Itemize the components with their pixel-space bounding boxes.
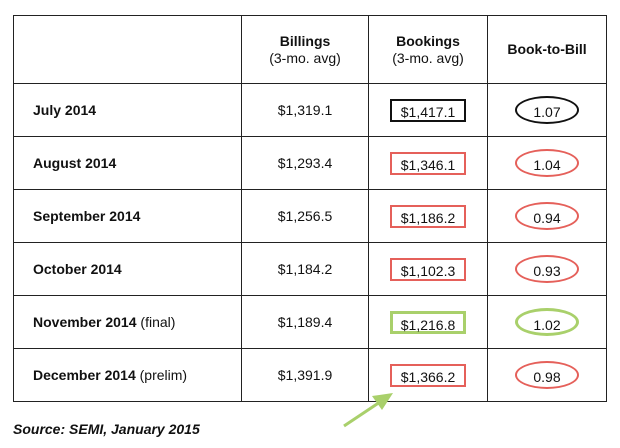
- month-cell: July 2014: [13, 83, 242, 137]
- book-to-bill-cell: 1.02: [487, 295, 607, 349]
- header-book-to-bill-label: Book-to-Bill: [507, 41, 587, 57]
- header-empty-cell: [13, 15, 242, 84]
- header-billings-sublabel: (3-mo. avg): [269, 49, 341, 66]
- header-billings: Billings (3-mo. avg): [241, 15, 369, 84]
- bookings-highlight-box: $1,417.1: [390, 98, 466, 122]
- header-billings-label: Billings: [279, 32, 331, 49]
- book-to-bill-oval: 1.02: [515, 308, 579, 336]
- bookings-cell: $1,366.2: [368, 348, 488, 402]
- header-book-to-bill: Book-to-Bill: [487, 15, 607, 84]
- bookings-highlight-box: $1,216.8: [390, 310, 466, 334]
- book-to-bill-table-container: Billings (3-mo. avg) Bookings (3-mo. avg…: [13, 15, 607, 402]
- bookings-cell: $1,186.2: [368, 189, 488, 243]
- month-cell: August 2014: [13, 136, 242, 190]
- month-status-note: (final): [140, 314, 176, 330]
- bookings-cell: $1,102.3: [368, 242, 488, 296]
- billings-cell: $1,293.4: [241, 136, 369, 190]
- table-row: October 2014 $1,184.2 $1,102.3 0.93: [13, 242, 607, 296]
- month-cell: November 2014 (final): [13, 295, 242, 349]
- table-row: September 2014 $1,256.5 $1,186.2 0.94: [13, 189, 607, 243]
- book-to-bill-cell: 1.07: [487, 83, 607, 137]
- month-cell: October 2014: [13, 242, 242, 296]
- bookings-highlight-box: $1,186.2: [390, 204, 466, 228]
- table-row: July 2014 $1,319.1 $1,417.1 1.07: [13, 83, 607, 137]
- month-label: November 2014: [33, 314, 137, 330]
- book-to-bill-oval: 0.98: [515, 361, 579, 389]
- book-to-bill-oval: 0.94: [515, 202, 579, 230]
- bookings-highlight-box: $1,102.3: [390, 257, 466, 281]
- header-bookings-label: Bookings: [396, 32, 460, 49]
- billings-cell: $1,319.1: [241, 83, 369, 137]
- table-row: November 2014 (final) $1,189.4 $1,216.8 1.0…: [13, 295, 607, 349]
- month-status-note: (prelim): [139, 367, 188, 383]
- table-body: July 2014 $1,319.1 $1,417.1 1.07 August 2014…: [13, 83, 607, 402]
- month-label: September 2014: [33, 208, 141, 224]
- month-label: December 2014: [33, 367, 136, 383]
- billings-cell: $1,184.2: [241, 242, 369, 296]
- billings-cell: $1,391.9: [241, 348, 369, 402]
- book-to-bill-cell: 0.94: [487, 189, 607, 243]
- bookings-cell: $1,216.8: [368, 295, 488, 349]
- book-to-bill-oval: 0.93: [515, 255, 579, 283]
- table-row: December 2014 (prelim) $1,391.9 $1,366.2 0.…: [13, 348, 607, 402]
- month-label: August 2014: [33, 155, 117, 171]
- table-header-row: Billings (3-mo. avg) Bookings (3-mo. avg…: [13, 15, 607, 84]
- month-label: October 2014: [33, 261, 122, 277]
- bookings-cell: $1,417.1: [368, 83, 488, 137]
- month-cell: December 2014 (prelim): [13, 348, 242, 402]
- header-bookings-sublabel: (3-mo. avg): [392, 49, 464, 66]
- bookings-highlight-box: $1,366.2: [390, 363, 466, 387]
- book-to-bill-cell: 0.98: [487, 348, 607, 402]
- book-to-bill-cell: 1.04: [487, 136, 607, 190]
- billings-cell: $1,256.5: [241, 189, 369, 243]
- book-to-bill-cell: 0.93: [487, 242, 607, 296]
- table-row: August 2014 $1,293.4 $1,346.1 1.04: [13, 136, 607, 190]
- month-label: July 2014: [33, 102, 97, 118]
- highlight-arrow-icon: [343, 393, 393, 428]
- source-caption: Source: SEMI, January 2015: [13, 421, 200, 437]
- book-to-bill-oval: 1.04: [515, 149, 579, 177]
- bookings-highlight-box: $1,346.1: [390, 151, 466, 175]
- header-bookings: Bookings (3-mo. avg): [368, 15, 488, 84]
- month-cell: September 2014: [13, 189, 242, 243]
- billings-cell: $1,189.4: [241, 295, 369, 349]
- book-to-bill-oval: 1.07: [515, 96, 579, 124]
- bookings-cell: $1,346.1: [368, 136, 488, 190]
- book-to-bill-table: Billings (3-mo. avg) Bookings (3-mo. avg…: [13, 15, 607, 402]
